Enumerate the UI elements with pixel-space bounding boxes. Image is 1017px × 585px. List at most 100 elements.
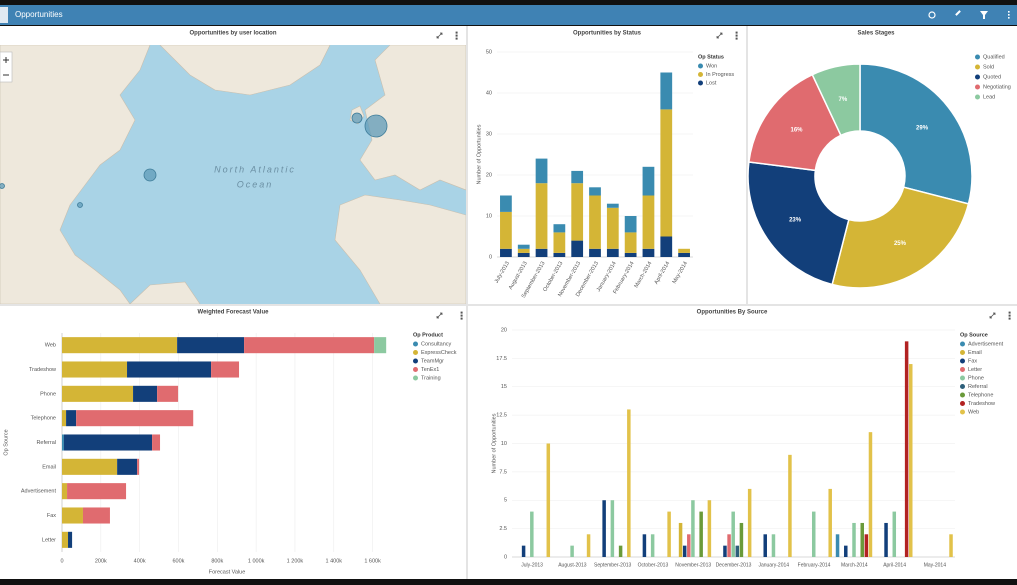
slice-label: 23% [789, 218, 802, 224]
bar-segment [571, 183, 584, 241]
donut-slice [859, 63, 973, 205]
x-tick-label: October-2013 [638, 562, 669, 568]
slice-label: 7% [839, 97, 848, 103]
x-tick-label: April-2014 [883, 562, 906, 568]
y-axis-label: Number of Opportunities [476, 124, 482, 184]
legend-label: Lost [706, 80, 717, 86]
x-tick-label: 600k [173, 558, 185, 564]
bar [844, 545, 848, 557]
y-tick-label: Advertisement [21, 489, 57, 495]
panel-icons[interactable] [436, 31, 1011, 320]
bar-segment [589, 248, 601, 257]
bar [642, 534, 647, 557]
panel [468, 26, 746, 304]
legend-label: Fax [968, 358, 977, 364]
legend-label: Tradeshow [968, 401, 995, 407]
map-label: North Atlantic [214, 164, 296, 174]
bar-segment [62, 458, 118, 475]
legend-label: Sold [983, 64, 994, 70]
bar-segment [244, 337, 375, 354]
bar-segment [62, 361, 128, 378]
bar [747, 488, 752, 557]
legend-swatch [960, 367, 965, 372]
legend-label: In Progress [706, 72, 734, 78]
y-tick-label: 5 [504, 498, 507, 504]
bar-segment [517, 248, 530, 253]
bar-segment [535, 158, 548, 184]
x-tick-label: August-2013 [558, 562, 587, 568]
legend-swatch [698, 72, 703, 77]
bar-segment [62, 483, 68, 500]
bar-segment [62, 337, 178, 354]
map[interactable]: North Atlantic Ocean [0, 45, 466, 304]
bar-segment [62, 434, 64, 451]
legend-swatch [975, 84, 980, 90]
legend-label: Lead [983, 94, 995, 100]
legend-swatch [413, 350, 418, 355]
donut-slice [747, 161, 850, 286]
bar [707, 500, 712, 557]
bar-segment [642, 248, 655, 257]
legend-label: Consultancy [421, 341, 452, 347]
legend-label: Advertisement [968, 341, 1004, 347]
legend-title: Op Product [413, 332, 443, 338]
bar-segment [63, 434, 153, 451]
bar [771, 534, 776, 557]
bar [811, 511, 816, 557]
legend-swatch [975, 74, 980, 80]
legend-label: Phone [968, 375, 984, 381]
header-icons[interactable] [928, 10, 1010, 19]
legend-swatch [975, 64, 980, 70]
bar-segment [67, 483, 127, 500]
bar [602, 500, 606, 557]
y-tick-label: 12.5 [496, 413, 507, 419]
y-tick-label: Web [45, 343, 56, 349]
bar-segment [62, 410, 67, 427]
x-tick-label: September-2013 [594, 562, 631, 568]
bar [727, 534, 731, 557]
legend-label: Email [968, 350, 982, 356]
header-title: Opportunities [15, 10, 63, 19]
bar-segment [76, 410, 194, 427]
legend-swatch [960, 350, 965, 355]
bar [868, 432, 873, 557]
x-tick-label: 200k [95, 558, 107, 564]
legend-swatch [960, 401, 965, 406]
slice-label: 29% [916, 125, 929, 131]
bar [586, 534, 591, 557]
bar-segment [117, 458, 138, 475]
bar-segment [62, 531, 69, 548]
bar-segment [553, 224, 566, 233]
x-tick-label: July-2013 [521, 562, 543, 568]
x-tick-label: 800k [211, 558, 223, 564]
legend-label: Telephone [968, 392, 993, 398]
x-tick-label: 1 600k [364, 558, 381, 564]
bar [699, 511, 703, 557]
legend-swatch [413, 367, 418, 372]
bar [828, 488, 832, 557]
y-tick-label: 15 [501, 384, 507, 390]
x-tick-label: 400k [134, 558, 146, 564]
bar [735, 545, 740, 557]
y-tick-label: 10 [486, 213, 492, 219]
bar [570, 545, 574, 557]
panel-title: Opportunities by user location [189, 31, 276, 37]
x-tick-label: March-2014 [841, 562, 868, 568]
bar-segment [606, 248, 619, 257]
y-tick-label: Phone [40, 391, 56, 397]
app-icon[interactable] [0, 7, 8, 23]
panel-title: Sales Stages [857, 31, 895, 37]
legend-swatch [698, 63, 703, 69]
bar-segment [624, 216, 637, 233]
legend-label: Web [968, 409, 979, 415]
panel-title: Weighted Forecast Value [198, 310, 270, 316]
legend-swatch [975, 94, 980, 100]
bar [904, 341, 909, 557]
legend-label: Referral [968, 384, 988, 390]
bar-segment [66, 410, 77, 427]
bar [892, 511, 897, 557]
legend-swatch [960, 341, 965, 347]
legend-swatch [960, 384, 965, 389]
y-tick-label: 2.5 [499, 526, 507, 532]
